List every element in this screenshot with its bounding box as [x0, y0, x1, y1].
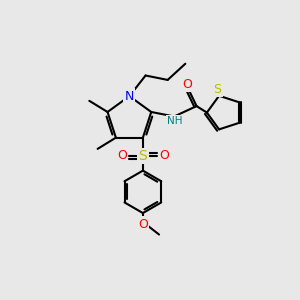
Text: S: S	[214, 83, 222, 96]
Text: O: O	[182, 78, 192, 91]
Text: NH: NH	[167, 116, 182, 126]
Text: O: O	[117, 149, 127, 162]
Text: O: O	[159, 149, 169, 162]
Text: S: S	[139, 149, 147, 163]
Text: N: N	[125, 90, 134, 103]
Text: O: O	[138, 218, 148, 231]
